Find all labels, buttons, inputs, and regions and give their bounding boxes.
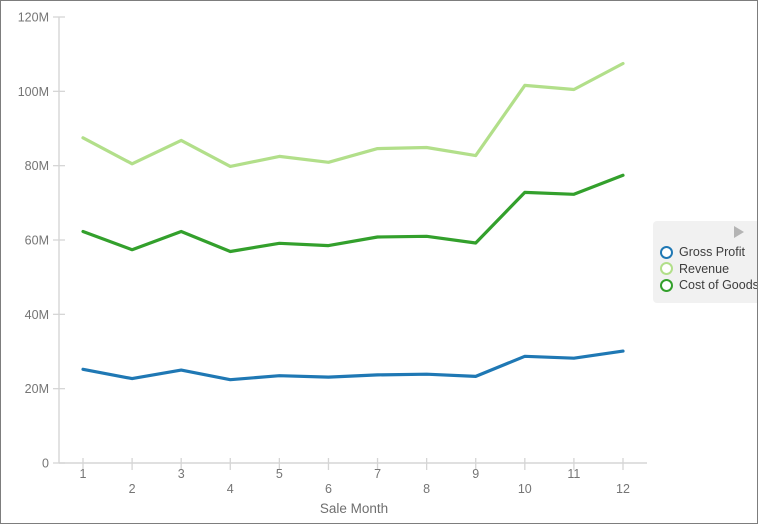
x-axis-title: Sale Month (319, 501, 389, 516)
legend-label: Cost of Goods (679, 278, 758, 293)
legend-items: Gross Profit Revenue Cost of Goods (653, 221, 758, 294)
x-axis-tick-label: 8 (423, 482, 430, 496)
x-axis-tick-label: 6 (325, 482, 332, 496)
y-axis-tick-label: 60M (25, 234, 49, 248)
legend-label: Gross Profit (679, 245, 745, 260)
y-axis-tick-label: 100M (18, 85, 49, 99)
legend-collapse-arrow-icon[interactable] (734, 226, 744, 238)
x-axis-tick-label: 11 (567, 467, 580, 481)
x-axis-tick-label: 5 (276, 467, 283, 481)
y-axis-tick-label: 40M (25, 308, 49, 322)
x-axis-tick-label: 3 (178, 467, 185, 481)
series-line-cost-of-goods[interactable] (81, 173, 625, 254)
x-axis-tick-label: 7 (374, 467, 381, 481)
x-axis-tick-label: 4 (227, 482, 234, 496)
series-marker-icon (660, 262, 673, 276)
legend: Gross Profit Revenue Cost of Goods (653, 221, 758, 303)
series-marker-icon (660, 278, 673, 292)
series-marker-icon (660, 245, 673, 259)
series-line-revenue[interactable] (81, 61, 625, 168)
legend-item-revenue[interactable]: Revenue (653, 261, 757, 278)
y-axis-tick-label: 20M (25, 382, 49, 396)
series-line-gross-profit[interactable] (81, 349, 625, 382)
legend-item-gross-profit[interactable]: Gross Profit (653, 244, 757, 261)
legend-label: Revenue (679, 261, 730, 276)
y-axis-tick-label: 120M (18, 11, 49, 25)
x-axis-tick-label: 9 (472, 467, 479, 481)
x-axis-tick-label: 12 (616, 482, 630, 496)
y-axis-tick-label: 80M (25, 159, 49, 173)
y-axis-tick-label: 0 (42, 457, 49, 471)
legend-item-cost-of-goods[interactable]: Cost of Goods (653, 277, 758, 294)
x-axis-tick-label: 1 (80, 467, 87, 481)
x-axis-tick-label: 10 (518, 482, 532, 496)
x-axis-tick-label: 2 (129, 482, 136, 496)
